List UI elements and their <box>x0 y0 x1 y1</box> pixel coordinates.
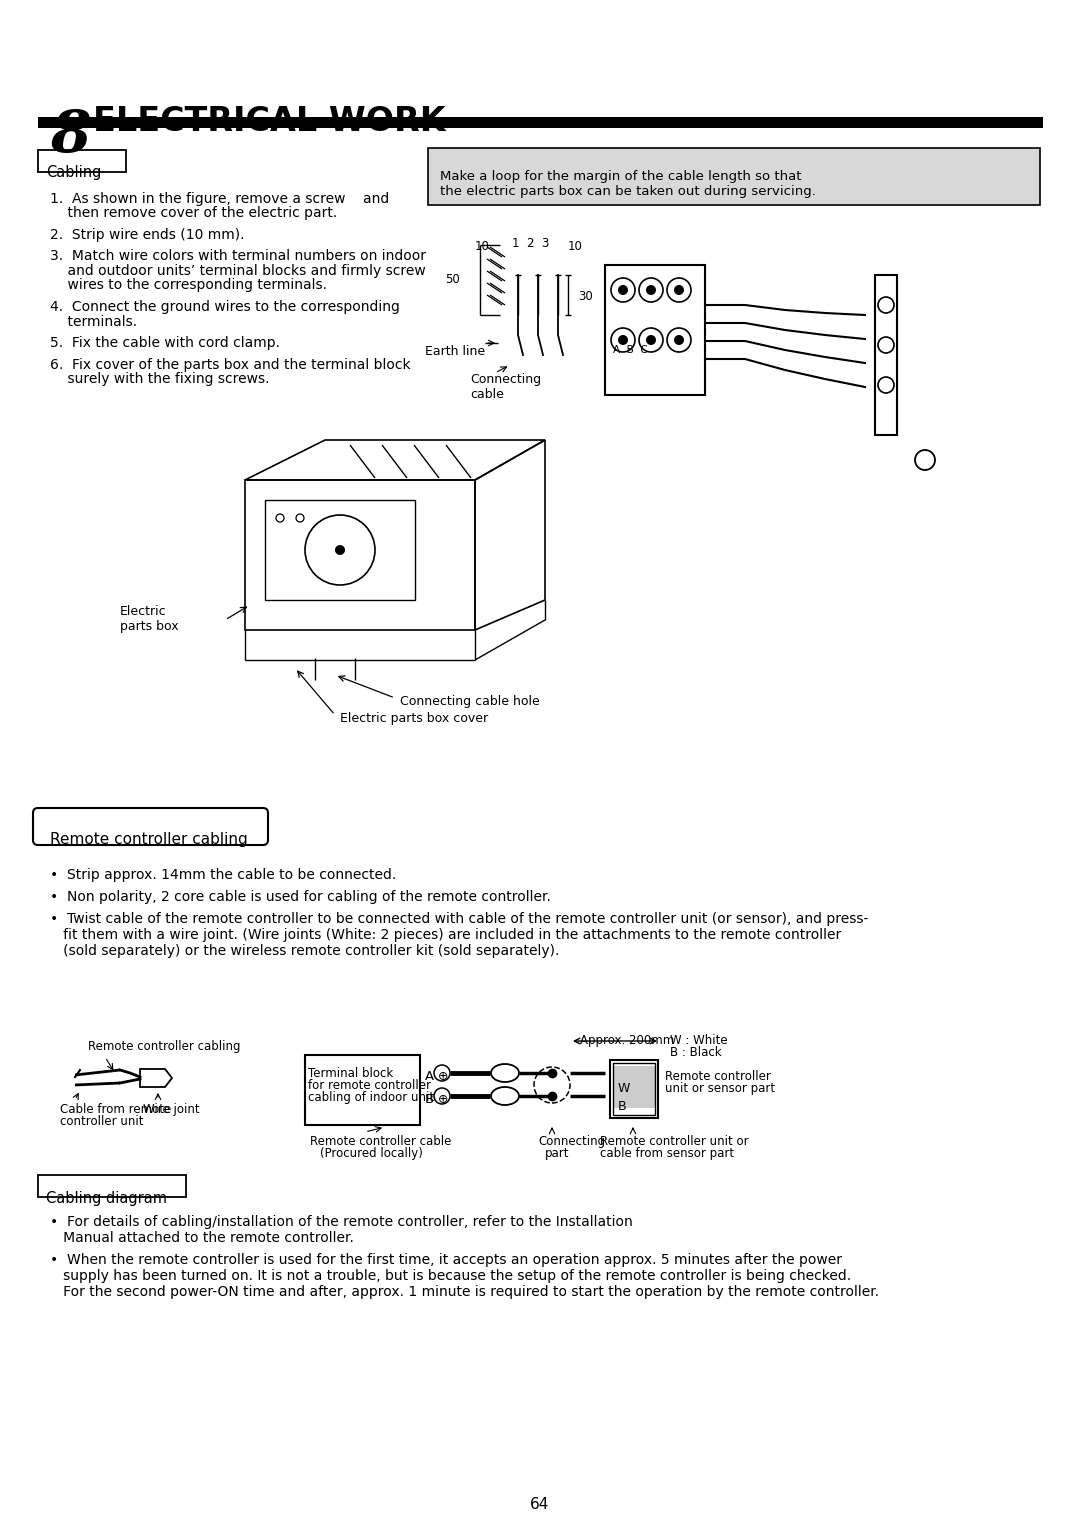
Text: Remote controller cable: Remote controller cable <box>310 1135 451 1148</box>
Text: W: W <box>618 1083 631 1095</box>
Bar <box>38 149 126 172</box>
Text: cable from sensor part: cable from sensor part <box>600 1147 734 1161</box>
Text: Electric parts box cover: Electric parts box cover <box>340 712 488 724</box>
Bar <box>38 1174 186 1197</box>
Text: 4.  Connect the ground wires to the corresponding: 4. Connect the ground wires to the corre… <box>50 300 400 314</box>
Text: Remote controller: Remote controller <box>665 1071 771 1083</box>
Text: surely with the fixing screws.: surely with the fixing screws. <box>50 372 270 386</box>
Text: Cabling diagram: Cabling diagram <box>46 1191 167 1206</box>
Text: B: B <box>426 1093 434 1106</box>
Text: 1  2  3: 1 2 3 <box>512 236 550 250</box>
Text: A: A <box>426 1071 434 1083</box>
Text: •  Non polarity, 2 core cable is used for cabling of the remote controller.: • Non polarity, 2 core cable is used for… <box>50 891 551 904</box>
Text: W : White: W : White <box>670 1034 728 1048</box>
Text: 3.  Match wire colors with terminal numbers on indoor: 3. Match wire colors with terminal numbe… <box>50 250 426 264</box>
Text: supply has been turned on. It is not a trouble, but is because the setup of the : supply has been turned on. It is not a t… <box>50 1269 851 1283</box>
Text: Cable from remote: Cable from remote <box>60 1103 172 1116</box>
Text: (sold separately) or the wireless remote controller kit (sold separately).: (sold separately) or the wireless remote… <box>50 944 559 958</box>
Text: Remote controller cabling: Remote controller cabling <box>50 833 247 846</box>
Text: terminals.: terminals. <box>50 314 137 328</box>
Text: For the second power-ON time and after, approx. 1 minute is required to start th: For the second power-ON time and after, … <box>50 1286 879 1299</box>
Text: 30: 30 <box>578 290 593 303</box>
Text: Cabling: Cabling <box>46 165 102 180</box>
Bar <box>613 1066 654 1109</box>
Text: 50: 50 <box>445 273 460 287</box>
Text: Connecting: Connecting <box>538 1135 605 1148</box>
Bar <box>610 1060 658 1118</box>
Text: controller unit: controller unit <box>60 1115 144 1128</box>
Text: Connecting cable hole: Connecting cable hole <box>400 695 540 708</box>
Text: ⊕: ⊕ <box>438 1071 448 1083</box>
Text: Remote controller unit or: Remote controller unit or <box>600 1135 748 1148</box>
Text: unit or sensor part: unit or sensor part <box>665 1083 775 1095</box>
Text: •  When the remote controller is used for the first time, it accepts an operatio: • When the remote controller is used for… <box>50 1254 842 1267</box>
Text: Electric
parts box: Electric parts box <box>120 605 178 633</box>
Text: 10: 10 <box>475 239 490 253</box>
Text: Wire joint: Wire joint <box>143 1103 200 1116</box>
Text: Terminal block: Terminal block <box>308 1068 393 1080</box>
Text: B: B <box>618 1100 626 1113</box>
Circle shape <box>674 285 684 294</box>
Circle shape <box>335 544 345 555</box>
Bar <box>305 1055 420 1125</box>
Text: Approx. 200mm: Approx. 200mm <box>580 1034 674 1048</box>
Text: for remote controller: for remote controller <box>308 1080 431 1092</box>
Circle shape <box>646 336 656 345</box>
Text: ⊕: ⊕ <box>438 1093 448 1106</box>
Text: 2.  Strip wire ends (10 mm).: 2. Strip wire ends (10 mm). <box>50 229 244 242</box>
Bar <box>605 265 705 395</box>
Text: 1.  As shown in the figure, remove a screw    and: 1. As shown in the figure, remove a scre… <box>50 192 389 206</box>
Bar <box>38 117 1043 128</box>
Text: Manual attached to the remote controller.: Manual attached to the remote controller… <box>50 1231 354 1244</box>
Bar <box>875 274 897 435</box>
Text: 64: 64 <box>530 1498 550 1511</box>
FancyBboxPatch shape <box>428 148 1040 204</box>
Text: •  For details of cabling/installation of the remote controller, refer to the In: • For details of cabling/installation of… <box>50 1215 633 1229</box>
Text: •  Twist cable of the remote controller to be connected with cable of the remote: • Twist cable of the remote controller t… <box>50 912 868 926</box>
Text: fit them with a wire joint. (Wire joints (White: 2 pieces) are included in the a: fit them with a wire joint. (Wire joints… <box>50 929 841 942</box>
Text: Earth line: Earth line <box>426 345 485 358</box>
Text: and outdoor units’ terminal blocks and firmly screw: and outdoor units’ terminal blocks and f… <box>50 264 426 278</box>
Circle shape <box>618 336 627 345</box>
Text: 8: 8 <box>50 108 91 165</box>
FancyBboxPatch shape <box>33 808 268 845</box>
Text: then remove cover of the electric part.: then remove cover of the electric part. <box>50 206 337 221</box>
Bar <box>265 500 415 599</box>
Circle shape <box>646 285 656 294</box>
Text: Make a loop for the margin of the cable length so that
the electric parts box ca: Make a loop for the margin of the cable … <box>440 169 815 198</box>
Bar <box>613 1063 654 1115</box>
Circle shape <box>674 336 684 345</box>
Text: •  Strip approx. 14mm the cable to be connected.: • Strip approx. 14mm the cable to be con… <box>50 868 396 881</box>
Circle shape <box>618 285 627 294</box>
Text: Remote controller cabling: Remote controller cabling <box>87 1040 241 1052</box>
Text: wires to the corresponding terminals.: wires to the corresponding terminals. <box>50 279 327 293</box>
Text: (Procured locally): (Procured locally) <box>320 1147 423 1161</box>
Text: 6.  Fix cover of the parts box and the terminal block: 6. Fix cover of the parts box and the te… <box>50 357 410 372</box>
Text: 5.  Fix the cable with cord clamp.: 5. Fix the cable with cord clamp. <box>50 336 280 351</box>
Text: 10: 10 <box>568 239 583 253</box>
Text: cabling of indoor unit: cabling of indoor unit <box>308 1090 434 1104</box>
Text: B : Black: B : Black <box>670 1046 721 1058</box>
Text: ELECTRICAL WORK: ELECTRICAL WORK <box>93 105 446 137</box>
Text: A  B  C: A B C <box>613 345 648 355</box>
Text: Connecting
cable: Connecting cable <box>470 374 541 401</box>
Text: part: part <box>545 1147 569 1161</box>
